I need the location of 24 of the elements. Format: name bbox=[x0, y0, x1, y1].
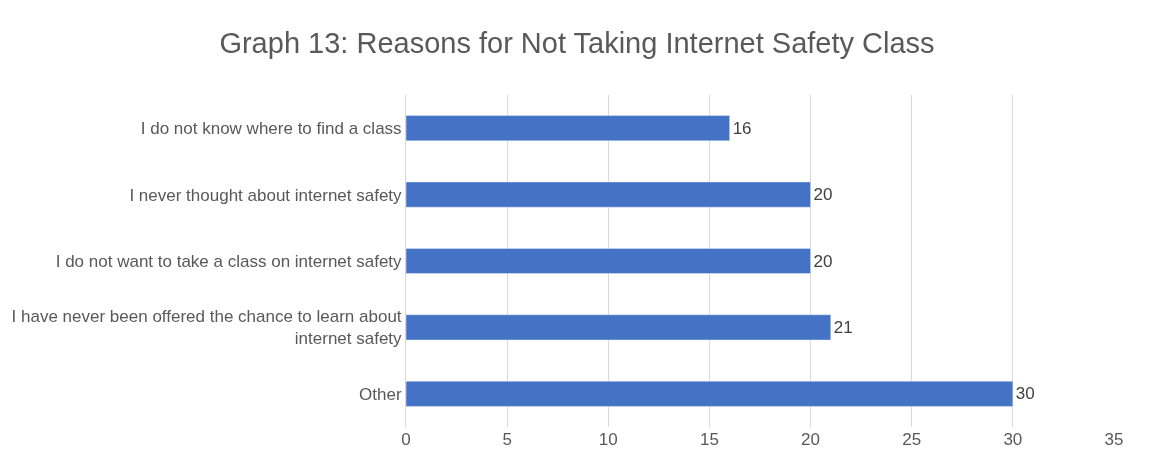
chart-title: Graph 13: Reasons for Not Taking Internet Safety Class bbox=[219, 26, 935, 59]
y-tick-label: I have never been offered the chance to learn about internet safety bbox=[11, 307, 403, 349]
y-tick-label: Other bbox=[359, 384, 402, 404]
bar bbox=[406, 314, 832, 341]
x-tick-label: 15 bbox=[699, 430, 719, 449]
x-tick-label: 20 bbox=[801, 430, 821, 449]
data-label: 20 bbox=[813, 251, 833, 271]
y-tick-label: I never thought about internet safety bbox=[129, 185, 403, 205]
data-label: 30 bbox=[1015, 384, 1035, 404]
x-tick-label: 5 bbox=[502, 430, 512, 449]
x-tick-label: 30 bbox=[1003, 430, 1023, 449]
y-tick-label: I do not want to take a class on internet safety bbox=[55, 251, 403, 271]
bar bbox=[406, 181, 811, 208]
bar bbox=[406, 248, 811, 274]
data-label: 20 bbox=[813, 185, 833, 205]
data-label: 16 bbox=[732, 118, 752, 138]
y-tick-label: I do not know where to find a class bbox=[140, 119, 402, 139]
bar bbox=[406, 380, 1014, 407]
data-label: 21 bbox=[833, 317, 853, 337]
x-tick-label: 10 bbox=[598, 430, 618, 449]
x-tick-label: 0 bbox=[401, 430, 411, 449]
bar bbox=[406, 115, 730, 142]
x-tick-label: 35 bbox=[1104, 430, 1124, 449]
x-tick-label: 25 bbox=[902, 430, 922, 449]
